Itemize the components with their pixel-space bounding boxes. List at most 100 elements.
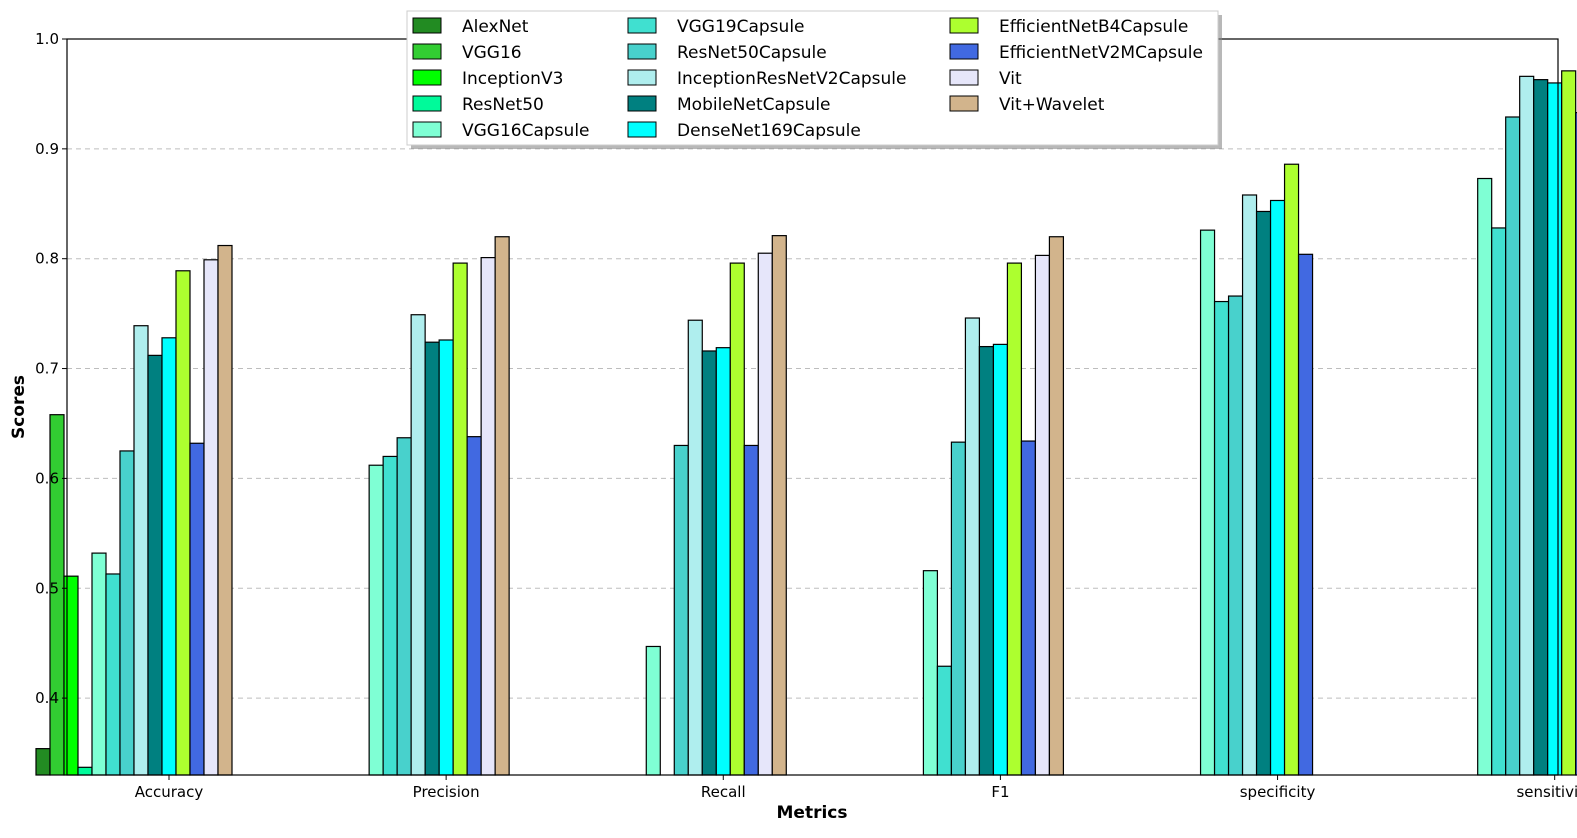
y-tick-label: 0.8 — [35, 250, 59, 268]
y-tick-label: 0.4 — [35, 689, 59, 707]
legend-swatch — [627, 121, 657, 138]
x-axis-title: Metrics — [777, 803, 848, 823]
legend-swatch — [412, 121, 442, 138]
bar-densenet169capsule-precision — [438, 339, 454, 776]
bar-efficientnetb4capsule-recall — [729, 262, 745, 776]
bar-vgg19capsule-specificity — [1213, 300, 1230, 776]
bar-vgg19capsule-accuracy — [105, 573, 121, 776]
grid-layer — [67, 148, 1558, 699]
y-tick-label: 1.0 — [35, 30, 59, 48]
bar-vgg19capsule-precision — [382, 455, 398, 776]
legend-label: DenseNet169Capsule — [677, 121, 861, 141]
y-tick-label: 0.5 — [35, 579, 59, 597]
legend-swatch — [949, 17, 979, 34]
bar-vgg16capsule-sensitivity — [1477, 177, 1493, 776]
bar-inceptionresnetv2capsule-recall — [687, 319, 703, 776]
bar-vgg16capsule-precision — [368, 464, 384, 776]
legend-swatch — [627, 17, 657, 34]
bars-layer — [35, 70, 1577, 776]
x-tick-label: Accuracy — [135, 783, 204, 801]
legend-label: VGG16Capsule — [462, 121, 590, 141]
legend-label: VGG16 — [462, 43, 522, 63]
bar-vit-recall — [757, 252, 773, 776]
bar-efficientnetv2mcapsule-f1 — [1020, 440, 1037, 776]
bar-vit-wavelet-f1 — [1048, 236, 1065, 776]
bar-densenet169capsule-recall — [715, 347, 731, 776]
bar-vit-f1 — [1034, 254, 1051, 776]
bar-resnet50capsule-specificity — [1227, 295, 1244, 776]
y-tick-label: 0.7 — [35, 360, 59, 378]
bar-mobilenetcapsule-precision — [424, 341, 440, 776]
legend-swatch — [949, 69, 979, 86]
legend-swatch — [412, 17, 442, 34]
bar-mobilenetcapsule-sensitivity — [1533, 79, 1549, 776]
legend-label: MobileNetCapsule — [677, 95, 831, 115]
legend-label: InceptionV3 — [462, 69, 563, 89]
bar-efficientnetv2mcapsule-recall — [743, 444, 759, 776]
bar-vit-precision — [480, 257, 496, 776]
bar-vit-wavelet-precision — [494, 236, 510, 776]
legend-swatch — [412, 69, 442, 86]
x-tick-label: F1 — [991, 783, 1009, 801]
bar-resnet50capsule-accuracy — [119, 450, 135, 776]
legend-label: Vit — [999, 69, 1022, 89]
legend-swatch — [627, 43, 657, 60]
bar-densenet169capsule-accuracy — [161, 337, 177, 776]
x-tick-label: Recall — [701, 783, 746, 801]
legend-swatch — [412, 95, 442, 112]
bar-vit-accuracy — [203, 259, 219, 776]
bar-resnet50-accuracy — [77, 766, 93, 776]
legend-label: VGG19Capsule — [677, 17, 805, 37]
bar-efficientnetb4capsule-specificity — [1283, 163, 1300, 776]
bar-vgg16capsule-recall — [645, 645, 661, 776]
bar-inceptionresnetv2capsule-precision — [410, 314, 426, 776]
x-tick-label: specificity — [1240, 783, 1316, 801]
legend-label: ResNet50Capsule — [677, 43, 827, 63]
bar-efficientnetb4capsule-precision — [452, 262, 468, 776]
x-axis-ticks: Accuracy Precision Recall F1 specificity sens… — [135, 775, 1577, 801]
bar-resnet50capsule-precision — [396, 437, 412, 776]
legend-swatch — [627, 95, 657, 112]
bar-densenet169capsule-f1 — [992, 343, 1009, 776]
legend-label: InceptionResNetV2Capsule — [677, 69, 907, 89]
y-tick-label: 0.9 — [35, 140, 59, 158]
y-axis-title: Scores — [9, 375, 29, 439]
bar-efficientnetb4capsule-accuracy — [175, 270, 191, 776]
legend-label: Vit+Wavelet — [999, 95, 1105, 115]
bar-vgg16capsule-f1 — [922, 570, 939, 776]
legend-swatch — [412, 43, 442, 60]
legend-box — [406, 10, 1219, 146]
bar-inceptionresnetv2capsule-f1 — [964, 317, 981, 776]
legend-label: EfficientNetB4Capsule — [999, 17, 1188, 37]
bar-efficientnetv2mcapsule-precision — [466, 436, 482, 776]
bar-vgg19capsule-f1 — [936, 665, 953, 776]
bar-densenet169capsule-specificity — [1269, 199, 1286, 776]
y-axis-ticks: 0.4 0.5 0.6 0.7 0.8 0.9 1.0 — [35, 30, 67, 707]
legend-swatch — [949, 95, 979, 112]
bar-efficientnetv2mcapsule-sensitivity — [1575, 111, 1577, 776]
legend-label: ResNet50 — [462, 95, 544, 115]
legend-swatch — [627, 69, 657, 86]
bar-mobilenetcapsule-specificity — [1255, 210, 1272, 776]
plot-frame — [66, 38, 1559, 776]
bar-vgg19capsule-sensitivity — [1491, 227, 1507, 776]
legend-label: EfficientNetV2MCapsule — [999, 43, 1203, 63]
bar-densenet169capsule-sensitivity — [1547, 82, 1563, 776]
legend-label: AlexNet — [462, 17, 529, 37]
bar-mobilenetcapsule-accuracy — [147, 354, 163, 776]
x-tick-label: Precision — [413, 783, 480, 801]
bar-efficientnetv2mcapsule-specificity — [1297, 253, 1314, 776]
bar-alexnet-accuracy — [35, 748, 51, 776]
x-tick-label: sensitivity — [1516, 783, 1577, 801]
legend-swatch — [949, 43, 979, 60]
bar-resnet50capsule-sensitivity — [1505, 116, 1521, 776]
bar-vit-wavelet-recall — [771, 235, 787, 776]
bar-vgg16capsule-accuracy — [91, 552, 107, 776]
legend: AlexNet VGG16 InceptionV3 ResNet50 VGG16Caps… — [406, 10, 1222, 149]
bar-inceptionresnetv2capsule-specificity — [1241, 194, 1258, 776]
bar-resnet50capsule-recall — [673, 444, 689, 776]
bar-mobilenetcapsule-recall — [701, 350, 717, 776]
bar-efficientnetv2mcapsule-accuracy — [189, 442, 205, 776]
bar-inceptionresnetv2capsule-sensitivity — [1519, 75, 1535, 776]
